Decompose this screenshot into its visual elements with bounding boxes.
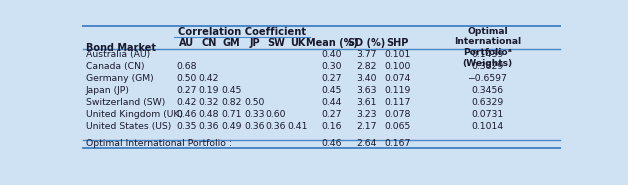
Text: 0.36: 0.36 xyxy=(266,122,286,131)
Text: 0.1439: 0.1439 xyxy=(471,50,504,58)
Text: 0.167: 0.167 xyxy=(384,139,411,148)
Text: 0.41: 0.41 xyxy=(288,122,308,131)
Text: 0.33: 0.33 xyxy=(244,110,265,119)
Text: 0.40: 0.40 xyxy=(322,50,342,58)
Text: 0.117: 0.117 xyxy=(384,98,411,107)
Text: 0.82: 0.82 xyxy=(222,98,242,107)
Text: 0.42: 0.42 xyxy=(176,98,197,107)
Text: 0.6329: 0.6329 xyxy=(471,98,504,107)
Text: 0.30: 0.30 xyxy=(322,62,342,71)
Text: 0.078: 0.078 xyxy=(384,110,411,119)
Text: 0.42: 0.42 xyxy=(198,74,219,83)
Text: 0.68: 0.68 xyxy=(176,62,197,71)
Text: Germany (GM): Germany (GM) xyxy=(86,74,153,83)
Text: 3.63: 3.63 xyxy=(356,86,377,95)
Text: 3.23: 3.23 xyxy=(356,110,377,119)
Text: Australia (AU): Australia (AU) xyxy=(86,50,150,58)
Text: 2.64: 2.64 xyxy=(356,139,377,148)
Text: 0.32: 0.32 xyxy=(198,98,219,107)
Text: 0.71: 0.71 xyxy=(222,110,242,119)
Text: 0.45: 0.45 xyxy=(222,86,242,95)
Text: SHP: SHP xyxy=(386,38,408,48)
Text: AU: AU xyxy=(179,38,194,48)
Text: 0.60: 0.60 xyxy=(266,110,286,119)
Text: UK: UK xyxy=(290,38,306,48)
Text: Bond Market: Bond Market xyxy=(86,43,156,53)
Text: United Kingdom (UK): United Kingdom (UK) xyxy=(86,110,183,119)
Text: United States (US): United States (US) xyxy=(86,122,171,131)
Text: 0.46: 0.46 xyxy=(322,139,342,148)
Text: Japan (JP): Japan (JP) xyxy=(86,86,129,95)
Text: 0.074: 0.074 xyxy=(384,74,411,83)
Text: 0.16: 0.16 xyxy=(322,122,342,131)
Text: 0.3629: 0.3629 xyxy=(471,62,504,71)
Text: 0.45: 0.45 xyxy=(322,86,342,95)
Text: Optimal International Portfolio :: Optimal International Portfolio : xyxy=(86,139,232,148)
Text: Mean (%): Mean (%) xyxy=(306,38,357,48)
Text: 0.46: 0.46 xyxy=(176,110,197,119)
Text: 0.50: 0.50 xyxy=(244,98,265,107)
Text: JP: JP xyxy=(249,38,260,48)
Text: 0.1014: 0.1014 xyxy=(471,122,504,131)
Text: 0.36: 0.36 xyxy=(198,122,219,131)
Text: 0.35: 0.35 xyxy=(176,122,197,131)
Text: Switzerland (SW): Switzerland (SW) xyxy=(86,98,165,107)
Text: 0.36: 0.36 xyxy=(244,122,265,131)
Text: 0.100: 0.100 xyxy=(384,62,411,71)
Text: 3.61: 3.61 xyxy=(356,98,377,107)
Text: 0.50: 0.50 xyxy=(176,74,197,83)
Text: 0.19: 0.19 xyxy=(198,86,219,95)
Text: 0.0731: 0.0731 xyxy=(471,110,504,119)
Text: CN: CN xyxy=(201,38,217,48)
Text: 0.065: 0.065 xyxy=(384,122,411,131)
Text: 0.27: 0.27 xyxy=(176,86,197,95)
Text: 0.48: 0.48 xyxy=(198,110,219,119)
Text: 3.40: 3.40 xyxy=(356,74,377,83)
Text: 0.27: 0.27 xyxy=(322,110,342,119)
Text: 0.44: 0.44 xyxy=(322,98,342,107)
Text: SW: SW xyxy=(267,38,285,48)
Text: SD (%): SD (%) xyxy=(348,38,385,48)
Text: Canada (CN): Canada (CN) xyxy=(86,62,144,71)
Text: Optimal
International
Portfolioᵃ
(Weights): Optimal International Portfolioᵃ (Weight… xyxy=(454,27,521,68)
Text: −0.6597: −0.6597 xyxy=(467,74,507,83)
Text: 0.27: 0.27 xyxy=(322,74,342,83)
Text: GM: GM xyxy=(223,38,241,48)
Text: 2.82: 2.82 xyxy=(356,62,377,71)
Text: 3.77: 3.77 xyxy=(356,50,377,58)
Text: 0.101: 0.101 xyxy=(384,50,411,58)
Text: 0.119: 0.119 xyxy=(384,86,411,95)
Text: 0.49: 0.49 xyxy=(222,122,242,131)
Text: 2.17: 2.17 xyxy=(356,122,377,131)
Text: 0.3456: 0.3456 xyxy=(471,86,504,95)
Text: Correlation Coefficient: Correlation Coefficient xyxy=(178,27,306,37)
